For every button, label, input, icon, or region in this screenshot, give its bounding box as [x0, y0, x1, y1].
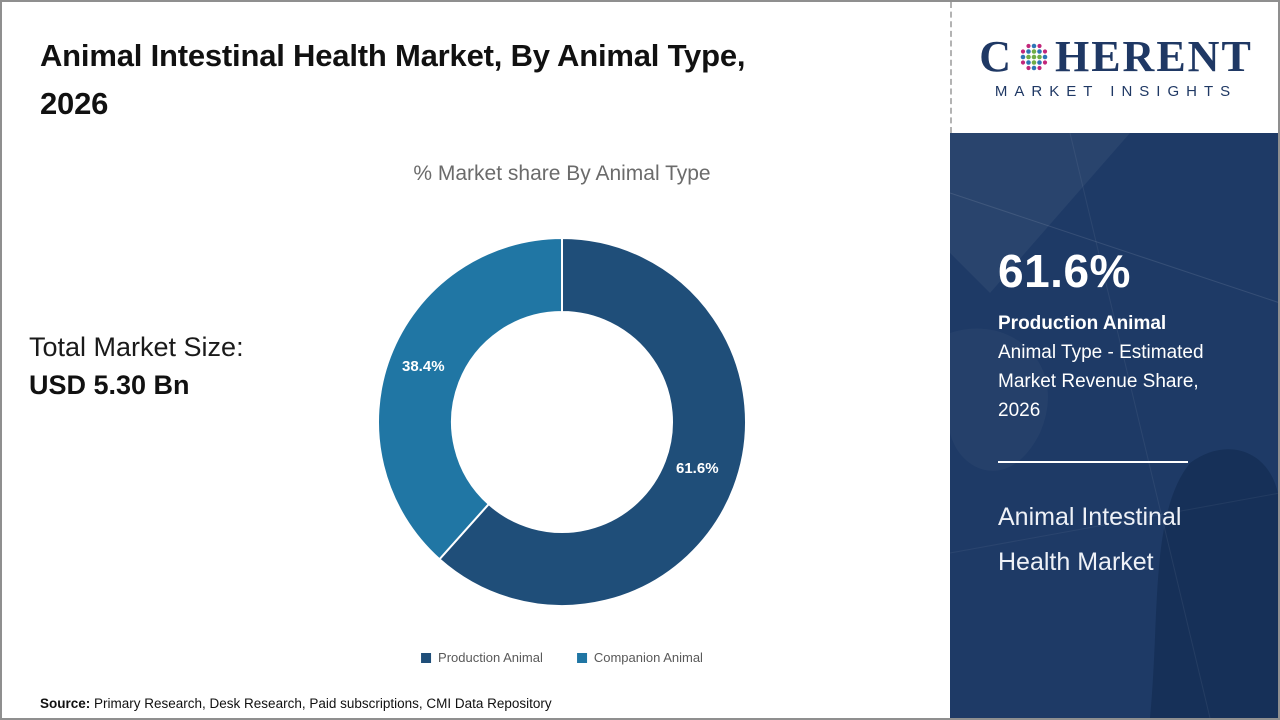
donut-chart: 61.6% 38.4%: [376, 236, 748, 608]
brand-tagline: MARKET INSIGHTS: [994, 83, 1238, 100]
source-line: Source: Primary Research, Desk Research,…: [40, 696, 552, 711]
highlight-stat-description: Animal Type - Estimated Market Revenue S…: [998, 342, 1204, 421]
slice-label-production: 61.6%: [676, 460, 719, 477]
source-label: Source:: [40, 696, 91, 711]
chart-title: % Market share By Animal Type: [413, 162, 711, 185]
highlight-stat-block: 61.6% Production Animal Animal Type - Es…: [998, 245, 1248, 425]
legend-label-companion: Companion Animal: [593, 650, 703, 665]
brand-letters-rest: HERENT: [1054, 32, 1253, 81]
market-name: Animal Intestinal Health Market: [998, 503, 1182, 576]
right-column: C: [950, 2, 1278, 718]
legend-swatch-production: [421, 652, 432, 663]
donut-chart-svg: [377, 236, 747, 607]
globe-dots-icon: [1020, 43, 1048, 71]
highlight-stat-title: Production Animal: [998, 313, 1167, 334]
brand-wordmark: C: [979, 35, 1253, 79]
main-content-area: Animal Intestinal Health Market, By Anim…: [2, 2, 950, 718]
right-panel: 61.6% Production Animal Animal Type - Es…: [950, 133, 1278, 718]
total-market-size-label: Total Market Size:: [29, 332, 244, 362]
brand-letter-c: C: [979, 32, 1013, 81]
legend-item-production: Production Animal: [421, 650, 543, 665]
page-title-line2: 2026: [40, 86, 109, 121]
source-text: Primary Research, Desk Research, Paid su…: [90, 696, 552, 711]
legend-item-companion: Companion Animal: [576, 650, 703, 665]
slice-label-companion: 38.4%: [402, 358, 445, 375]
page-title: Animal Intestinal Health Market, By Anim…: [40, 32, 930, 128]
world-map-texture: [950, 133, 1278, 718]
legend-swatch-companion: [576, 652, 587, 663]
donut-slice-0: [438, 236, 747, 607]
legend-label-production: Production Animal: [438, 650, 543, 665]
brand-logo: C: [950, 2, 1278, 133]
donut-slice-1: [377, 236, 563, 561]
chart-legend: Production Animal Companion Animal: [421, 650, 703, 665]
total-market-size-value: USD 5.30 Bn: [29, 370, 190, 400]
page-title-line1: Animal Intestinal Health Market, By Anim…: [40, 38, 746, 73]
highlight-stat-value: 61.6%: [998, 245, 1131, 297]
total-market-size-block: Total Market Size: USD 5.30 Bn: [29, 328, 244, 404]
panel-divider-line: [998, 461, 1188, 463]
